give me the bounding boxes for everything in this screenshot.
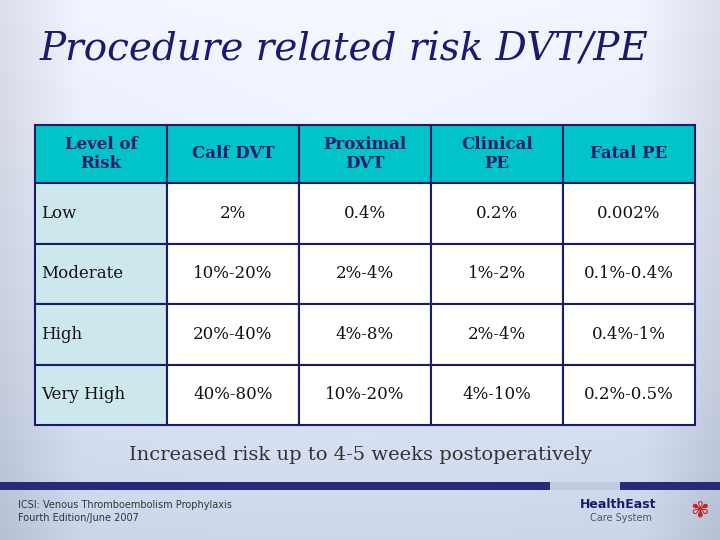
Text: Procedure related risk DVT/PE: Procedure related risk DVT/PE xyxy=(40,31,649,69)
Bar xyxy=(167,125,299,183)
Text: Clinical
PE: Clinical PE xyxy=(461,136,533,172)
Text: 2%-4%: 2%-4% xyxy=(336,265,394,282)
Text: 4%-8%: 4%-8% xyxy=(336,326,394,343)
Text: Very High: Very High xyxy=(41,386,125,403)
Bar xyxy=(431,125,563,183)
Text: 10%-20%: 10%-20% xyxy=(325,386,405,403)
Text: Proximal
DVT: Proximal DVT xyxy=(323,136,407,172)
Text: 4%-10%: 4%-10% xyxy=(463,386,531,403)
Text: HealthEast: HealthEast xyxy=(580,498,657,511)
Text: 10%-20%: 10%-20% xyxy=(193,265,273,282)
Text: Level of
Risk: Level of Risk xyxy=(65,136,138,172)
Text: 0.002%: 0.002% xyxy=(598,205,661,222)
Bar xyxy=(431,304,563,365)
Bar xyxy=(35,183,167,244)
Text: 0.4%: 0.4% xyxy=(344,205,386,222)
Text: 20%-40%: 20%-40% xyxy=(193,326,273,343)
Text: Fourth Edition/June 2007: Fourth Edition/June 2007 xyxy=(18,513,139,523)
Text: 0.2%-0.5%: 0.2%-0.5% xyxy=(584,386,674,403)
Bar xyxy=(563,183,695,244)
Text: 40%-80%: 40%-80% xyxy=(193,386,273,403)
Bar xyxy=(299,183,431,244)
Text: Increased risk up to 4-5 weeks postoperatively: Increased risk up to 4-5 weeks postopera… xyxy=(129,446,591,464)
Bar xyxy=(167,304,299,365)
Text: 1%-2%: 1%-2% xyxy=(468,265,526,282)
Text: High: High xyxy=(41,326,82,343)
Text: ✾: ✾ xyxy=(690,500,709,520)
Bar xyxy=(167,244,299,304)
Bar xyxy=(167,364,299,425)
Bar xyxy=(167,183,299,244)
Bar xyxy=(431,244,563,304)
Bar xyxy=(299,125,431,183)
Text: 2%-4%: 2%-4% xyxy=(468,326,526,343)
Text: 0.4%-1%: 0.4%-1% xyxy=(592,326,666,343)
Text: Calf DVT: Calf DVT xyxy=(192,145,274,163)
Bar xyxy=(0,482,720,490)
Text: Low: Low xyxy=(41,205,76,222)
Bar xyxy=(35,304,167,365)
Text: Care System: Care System xyxy=(590,513,652,523)
Text: 0.2%: 0.2% xyxy=(476,205,518,222)
Text: 0.1%-0.4%: 0.1%-0.4% xyxy=(584,265,674,282)
Bar xyxy=(550,482,620,490)
Bar xyxy=(35,364,167,425)
Bar xyxy=(563,364,695,425)
Bar xyxy=(431,364,563,425)
Bar xyxy=(563,304,695,365)
Bar xyxy=(299,304,431,365)
Bar xyxy=(563,125,695,183)
Bar xyxy=(431,183,563,244)
Bar xyxy=(563,244,695,304)
Bar xyxy=(35,244,167,304)
Bar xyxy=(650,482,720,490)
Bar xyxy=(299,364,431,425)
Text: Moderate: Moderate xyxy=(41,265,123,282)
Text: Fatal PE: Fatal PE xyxy=(590,145,667,163)
Bar xyxy=(299,244,431,304)
Bar xyxy=(35,125,167,183)
Text: ICSI: Venous Thromboembolism Prophylaxis: ICSI: Venous Thromboembolism Prophylaxis xyxy=(18,500,232,510)
Text: 2%: 2% xyxy=(220,205,246,222)
